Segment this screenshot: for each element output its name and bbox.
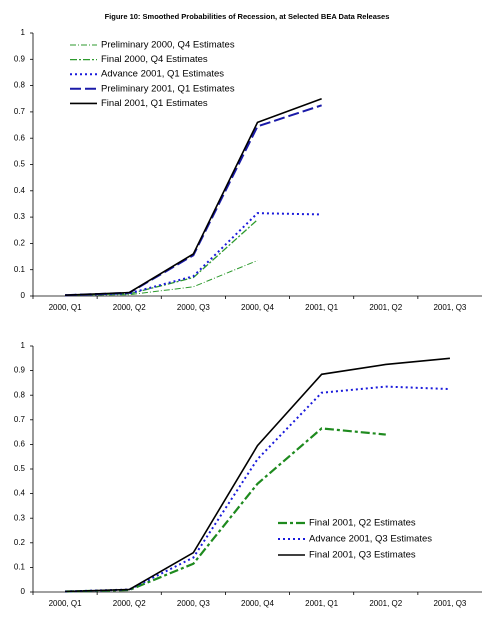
legend-label: Final 2001, Q2 Estimates [309,518,416,529]
legend-label: Final 2000, Q4 Estimates [101,54,208,65]
x-tick-label: 2001, Q1 [305,303,338,312]
y-tick-label: 0.9 [14,366,26,375]
series-line [65,219,258,296]
legend-label: Final 2001, Q3 Estimates [309,550,416,561]
series-line [65,385,450,593]
x-tick-label: 2000, Q2 [113,599,146,608]
series-line [65,260,258,296]
x-tick-label: 2000, Q4 [241,303,274,312]
x-tick-label: 2001, Q2 [369,599,402,608]
legend-label: Advance 2001, Q3 Estimates [309,534,432,545]
series-line [65,97,322,297]
y-tick-label: 0.1 [14,563,26,572]
x-tick-label: 2000, Q3 [177,599,210,608]
y-tick-label: 0.8 [14,81,26,90]
y-tick-label: 0.9 [14,54,26,63]
legend-label: Final 2001, Q1 Estimates [101,98,208,109]
y-tick-label: 0 [21,291,26,300]
y-tick-label: 0.3 [14,513,26,522]
legend-label: Preliminary 2000, Q4 Estimates [101,40,235,51]
y-tick-label: 1 [21,341,26,350]
y-tick-label: 0.5 [14,160,26,169]
y-tick-label: 0.5 [14,464,26,473]
x-tick-label: 2001, Q2 [369,303,402,312]
y-tick-label: 0.4 [14,186,26,195]
series-line [65,212,322,297]
series-line [65,427,386,593]
chart-title: Figure 10: Smoothed Probabilities of Rec… [105,12,390,21]
y-tick-label: 0.1 [14,265,26,274]
y-tick-label: 0.3 [14,212,26,221]
x-tick-label: 2000, Q1 [49,599,82,608]
y-tick-label: 1 [21,28,26,37]
y-tick-label: 0.2 [14,538,26,547]
x-tick-label: 2001, Q1 [305,599,338,608]
x-tick-label: 2001, Q3 [433,599,466,608]
y-tick-label: 0.4 [14,489,26,498]
x-tick-label: 2000, Q2 [113,303,146,312]
legend-label: Preliminary 2001, Q1 Estimates [101,83,235,94]
y-tick-label: 0.8 [14,390,26,399]
y-tick-label: 0.6 [14,440,26,449]
y-tick-label: 0.7 [14,415,26,424]
y-tick-label: 0.6 [14,133,26,142]
y-tick-label: 0.7 [14,107,26,116]
x-tick-label: 2000, Q1 [49,303,82,312]
series-line [65,104,322,297]
x-tick-label: 2000, Q4 [241,599,274,608]
x-tick-label: 2000, Q3 [177,303,210,312]
series-line [65,357,451,593]
y-tick-label: 0.2 [14,239,26,248]
y-tick-label: 0 [21,587,26,596]
x-tick-label: 2001, Q3 [433,303,466,312]
legend-label: Advance 2001, Q1 Estimates [101,69,224,80]
